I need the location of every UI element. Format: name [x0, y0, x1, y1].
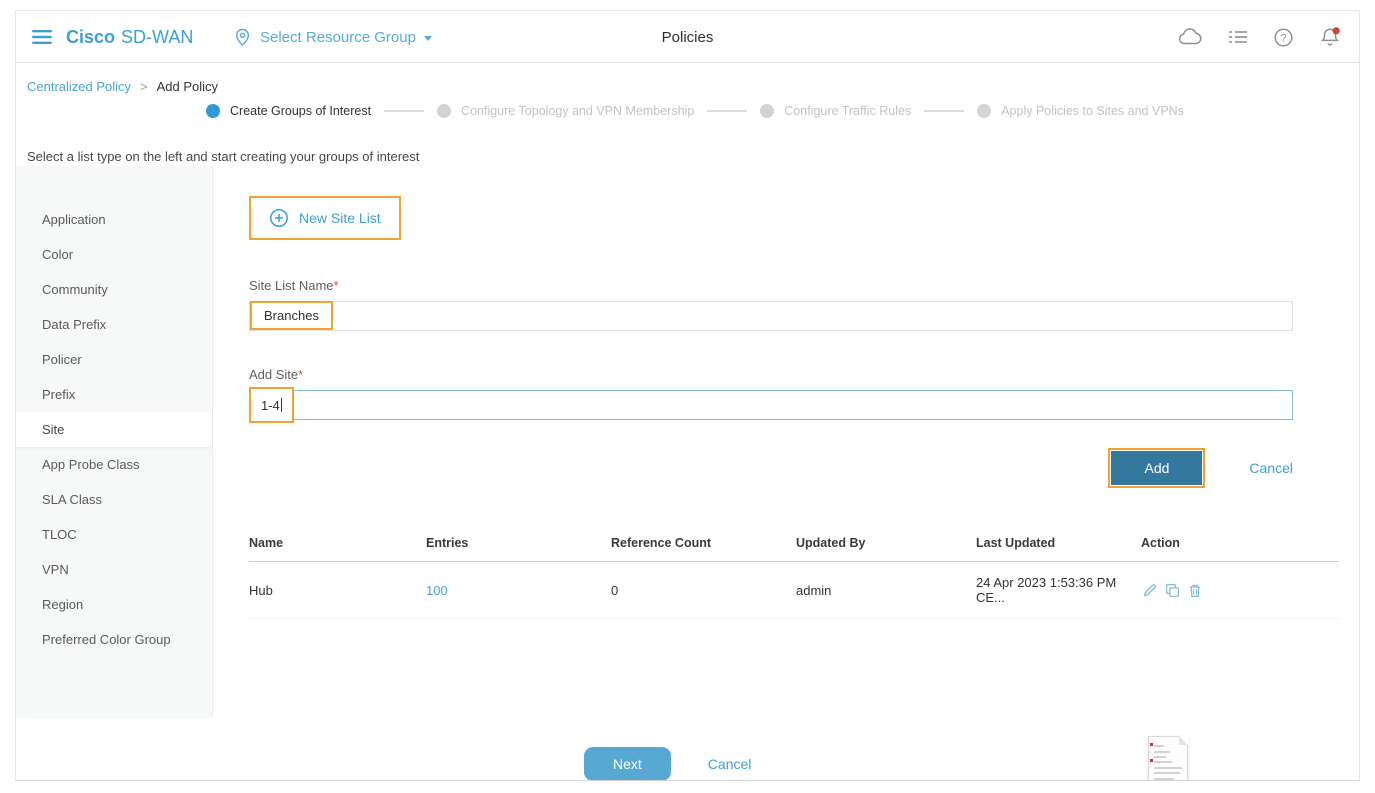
help-icon[interactable]: ?: [1273, 27, 1294, 48]
column-header-action: Action: [1141, 536, 1180, 550]
instruction-text: Select a list type on the left and start…: [27, 149, 420, 164]
sidebar-item-preferred-color-group[interactable]: Preferred Color Group: [42, 632, 171, 647]
step-connector: [924, 110, 965, 112]
step-label: Configure Traffic Rules: [784, 104, 912, 118]
entries-count-link[interactable]: 100: [426, 582, 448, 598]
column-header-name: Name: [249, 536, 284, 550]
step-label: Create Groups of Interest: [230, 104, 372, 118]
sidebar-item-app-probe-class[interactable]: App Probe Class: [42, 457, 140, 472]
brand-bold: Cisco: [66, 26, 116, 47]
list-type-sidebar: Application Color Community Data Prefix …: [16, 166, 213, 718]
cell-name: Hub: [249, 582, 273, 598]
add-button[interactable]: Add: [1111, 451, 1203, 485]
site-lists-table: Name Entries Reference Count Updated By …: [249, 536, 1339, 619]
document-page-icon: [1148, 736, 1188, 780]
brand-rest: SD-WAN: [121, 26, 194, 47]
step-label: Apply Policies to Sites and VPNs: [1001, 104, 1184, 118]
resource-group-label: Select Resource Group: [260, 28, 416, 46]
cloud-icon[interactable]: [1177, 27, 1203, 47]
breadcrumb-link-centralized-policy[interactable]: Centralized Policy: [27, 79, 132, 94]
delete-trash-icon[interactable]: [1187, 583, 1203, 598]
footer-cancel-link[interactable]: Cancel: [707, 756, 752, 772]
required-asterisk: *: [298, 367, 304, 382]
wizard-footer-nav: Next Cancel: [584, 747, 752, 780]
task-list-icon[interactable]: [1228, 29, 1248, 45]
site-list-name-input[interactable]: Branches: [249, 301, 1293, 331]
step-label: Configure Topology and VPN Membership: [461, 104, 695, 118]
sidebar-item-site[interactable]: Site: [16, 412, 212, 447]
new-site-list-button[interactable]: New Site List: [249, 196, 401, 240]
brand-logo-text: Cisco SD-WAN: [66, 27, 193, 48]
sidebar-item-prefix[interactable]: Prefix: [42, 387, 76, 402]
cell-last-updated: 24 Apr 2023 1:53:36 PM CE...: [976, 575, 1117, 605]
step-dot-icon: [760, 104, 775, 118]
wizard-steps: Create Groups of Interest Configure Topo…: [206, 104, 1184, 118]
wizard-step-apply-policies[interactable]: Apply Policies to Sites and VPNs: [977, 104, 1184, 118]
copy-icon[interactable]: [1164, 583, 1180, 598]
step-dot-icon: [977, 104, 992, 118]
step-dot-icon: [437, 104, 452, 118]
new-site-list-label: New Site List: [299, 210, 381, 226]
sidebar-item-community[interactable]: Community: [42, 282, 108, 297]
column-header-entries: Entries: [426, 536, 469, 550]
table-row: Hub 100 0 admin 24 Apr 2023 1:53:36 PM C…: [249, 562, 1339, 619]
add-site-value: 1-4: [249, 387, 294, 423]
required-asterisk: *: [333, 278, 339, 293]
cell-updated-by: admin: [796, 582, 832, 598]
svg-text:?: ?: [1280, 32, 1286, 44]
sidebar-item-vpn[interactable]: VPN: [42, 562, 69, 577]
sidebar-item-sla-class[interactable]: SLA Class: [42, 492, 102, 507]
column-header-reference-count: Reference Count: [611, 536, 712, 550]
resource-group-selector[interactable]: Select Resource Group: [233, 11, 432, 63]
breadcrumb: Centralized Policy > Add Policy: [16, 63, 1359, 94]
notification-bell-icon[interactable]: [1319, 26, 1341, 48]
sidebar-item-data-prefix[interactable]: Data Prefix: [42, 317, 107, 332]
row-actions: [1141, 583, 1339, 598]
breadcrumb-current: Add Policy: [156, 79, 219, 94]
sidebar-item-application[interactable]: Application: [42, 212, 106, 227]
page-title: Policies: [661, 28, 714, 46]
form-actions: Add Cancel: [249, 448, 1293, 488]
topbar-icons: ?: [1177, 11, 1341, 63]
wizard-step-topology-vpn[interactable]: Configure Topology and VPN Membership: [437, 104, 694, 118]
location-pin-icon: [233, 28, 252, 47]
step-dot-icon: [206, 104, 220, 118]
wizard-step-create-groups[interactable]: Create Groups of Interest: [206, 104, 371, 118]
menu-icon[interactable]: [32, 29, 52, 45]
content-area: Application Color Community Data Prefix …: [16, 166, 1359, 728]
main-panel: New Site List Site List Name* Branches A…: [213, 166, 1359, 728]
table-header-row: Name Entries Reference Count Updated By …: [249, 536, 1339, 562]
sidebar-item-color[interactable]: Color: [42, 247, 74, 262]
document-thumbnail[interactable]: [1141, 734, 1195, 780]
edit-pencil-icon[interactable]: [1141, 583, 1157, 598]
add-button-highlight: Add: [1108, 448, 1206, 488]
plus-circle-icon: [269, 208, 289, 228]
add-site-label: Add Site*: [249, 367, 304, 382]
breadcrumb-separator: >: [140, 79, 148, 94]
column-header-last-updated: Last Updated: [976, 536, 1056, 550]
chevron-down-icon: [423, 35, 432, 41]
step-connector: [384, 110, 425, 112]
form-cancel-link[interactable]: Cancel: [1249, 460, 1293, 476]
site-list-name-label: Site List Name*: [249, 278, 339, 293]
brand-area: Cisco SD-WAN: [32, 11, 193, 63]
column-header-updated-by: Updated By: [796, 536, 866, 550]
wizard-step-traffic-rules[interactable]: Configure Traffic Rules: [760, 104, 911, 118]
app-frame: Cisco SD-WAN Select Resource Group Polici…: [15, 10, 1360, 781]
add-site-input[interactable]: 1-4: [249, 387, 1293, 423]
sidebar-item-region[interactable]: Region: [42, 597, 84, 612]
sidebar-item-policer[interactable]: Policer: [42, 352, 82, 367]
cell-reference-count: 0: [611, 582, 619, 598]
top-bar: Cisco SD-WAN Select Resource Group Polici…: [16, 11, 1359, 63]
step-connector: [707, 110, 748, 112]
next-button[interactable]: Next: [584, 747, 671, 780]
notification-badge-dot: [1332, 27, 1340, 35]
sidebar-item-tloc[interactable]: TLOC: [42, 527, 77, 542]
site-list-name-value: Branches: [250, 301, 333, 330]
text-cursor: [280, 398, 282, 412]
